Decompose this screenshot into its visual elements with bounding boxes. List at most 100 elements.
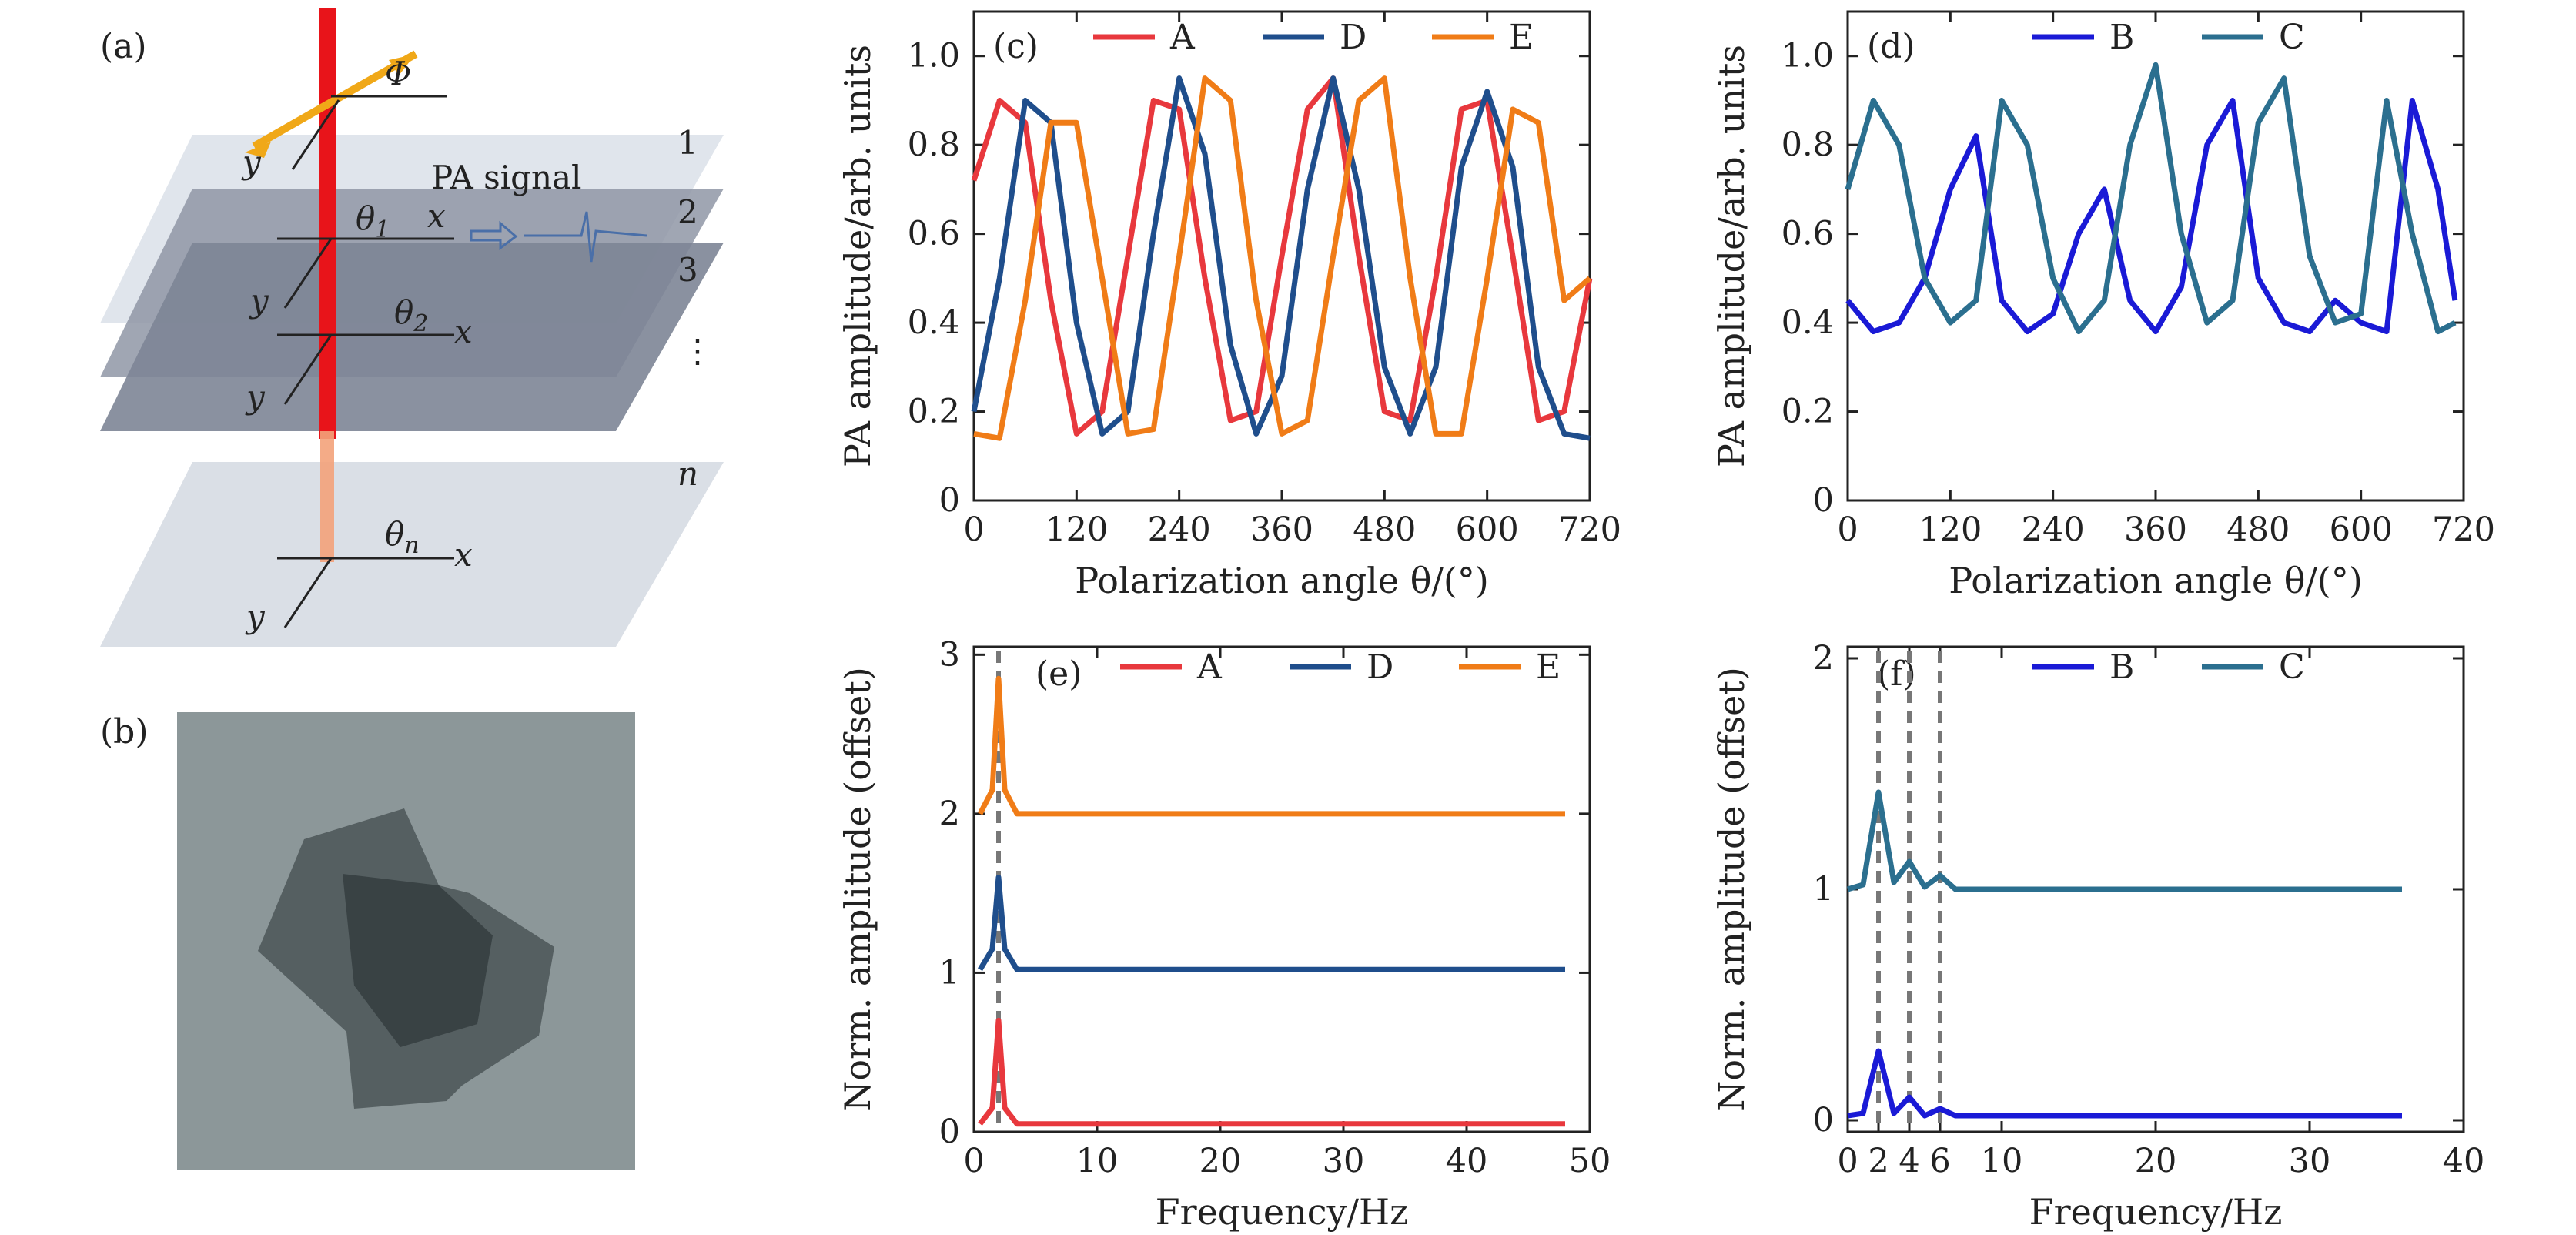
x-tick-label: 2 [1868, 1142, 1889, 1180]
plot-frame [972, 645, 1591, 1133]
panel-b-micrograph: (b) [100, 712, 635, 1170]
series-line-B [1845, 98, 2458, 335]
layer-plane-3 [100, 243, 724, 431]
panel-label-e: (e) [1035, 654, 1082, 694]
x-tick-label: 10 [1981, 1142, 2023, 1180]
theta-2-label: θ2 [394, 293, 428, 337]
x-tick-label: 600 [1456, 510, 1519, 549]
chart-c: 0 120 240 360 480 600 720 0 0.2 0.4 0.6 0.8 1.0 Polar… [837, 10, 1621, 601]
y-tick-label: 0.6 [1781, 215, 1834, 253]
y-tick-label: 1.0 [1781, 37, 1834, 75]
phi-label: Φ [385, 55, 411, 92]
series-line-A [971, 75, 1593, 437]
axis-x-label-2: x [454, 313, 473, 350]
y-tick-label: 0 [1813, 1101, 1834, 1140]
x-tick-label: 40 [1446, 1142, 1488, 1180]
legend-label-E: E [1536, 648, 1561, 687]
x-tick-label: 0 [963, 1142, 984, 1180]
x-tick-label: 0 [1837, 1142, 1858, 1180]
laser-beam [319, 8, 336, 439]
x-axis-label: Polarization angle θ/(°) [1075, 560, 1489, 601]
legend-label-D: D [1340, 18, 1367, 57]
x-tick-label: 30 [2289, 1142, 2331, 1180]
x-tick-label: 20 [1199, 1142, 1242, 1180]
legend-label-A: A [1169, 18, 1196, 57]
axis-y-label-2: y [245, 378, 266, 416]
y-axis-label: PA amplitude/arb. units [1711, 45, 1752, 467]
series-line-C [1845, 62, 2457, 335]
y-tick-label: 0.2 [1781, 393, 1834, 431]
y-tick-label: 0.4 [1781, 303, 1834, 342]
x-axis-label: Frequency/Hz [2029, 1191, 2283, 1233]
y-axis-label: PA amplitude/arb. units [837, 45, 878, 467]
layer-plane-n [100, 462, 724, 647]
series-line-E [973, 75, 1592, 441]
panel-label-a: (a) [100, 27, 147, 66]
micrograph-flake-overlap [343, 874, 493, 1047]
series-line-C [1846, 789, 2402, 892]
panel-label-b: (b) [100, 712, 149, 751]
pa-signal-label: PA signal [431, 159, 581, 196]
theta-n-label: θn [385, 515, 420, 559]
y-tick-label: 0.8 [1781, 126, 1834, 164]
x-tick-label: 50 [1569, 1142, 1611, 1180]
panel-a-diagram: (a) Φ x x x y y y y θ1 [100, 8, 724, 647]
x-tick-label: 10 [1076, 1142, 1119, 1180]
pa-signal-arrow-icon [470, 220, 518, 250]
layer-number-ellipsis: ⋮ [681, 332, 714, 370]
series-line-B [1847, 1048, 2402, 1119]
pa-signal-wave-icon [524, 211, 647, 263]
axis-x-label-1: x [427, 197, 446, 235]
y-tick-label: 0.2 [908, 393, 960, 431]
axis-y-label-n: y [245, 597, 266, 635]
layer-number-2: 2 [677, 193, 698, 231]
laser-beam-tail [320, 431, 334, 562]
y-tick-label: 2 [939, 795, 960, 833]
x-tick-label: 0 [1837, 510, 1858, 549]
panel-label-c: (c) [993, 27, 1039, 66]
y-tick-label: 0.8 [908, 126, 960, 164]
x-tick-label: 30 [1323, 1142, 1365, 1180]
polarization-arrow [252, 50, 418, 150]
y-tick-label: 0 [939, 481, 960, 520]
plot-frame [1846, 10, 2465, 502]
axis-y-label-1: y [249, 282, 269, 320]
y-tick-label: 0.6 [908, 215, 960, 253]
series-line-E [977, 675, 1565, 817]
series-line-D [971, 75, 1591, 441]
x-tick-label: 6 [1929, 1142, 1950, 1180]
y-tick-label: 1.0 [908, 37, 960, 75]
series-line-D [977, 875, 1565, 972]
x-tick-label: 360 [2124, 510, 2187, 549]
layer-number-1: 1 [677, 124, 698, 162]
y-tick-label: 1 [1813, 870, 1834, 909]
legend-label-A: A [1196, 648, 1223, 687]
series-line-A [978, 1017, 1565, 1127]
panel-label-d: (d) [1867, 27, 1915, 66]
axis-x-label-n: x [454, 536, 473, 574]
legend-label-E: E [1509, 18, 1534, 57]
legend-label-C: C [2279, 18, 2305, 57]
x-tick-label: 40 [2443, 1142, 2485, 1180]
theta-1-label: θ1 [356, 199, 390, 243]
y-tick-label: 0.4 [908, 303, 960, 342]
y-tick-label: 1 [939, 953, 960, 992]
x-tick-label: 120 [1919, 510, 1982, 549]
layer-number-n: n [677, 455, 698, 493]
x-tick-label: 600 [2330, 510, 2393, 549]
polarization-arrow-tail [245, 142, 271, 158]
x-tick-label: 480 [1353, 510, 1416, 549]
x-tick-label: 360 [1250, 510, 1313, 549]
y-axis-label: Norm. amplitude (offset) [837, 667, 878, 1112]
legend-label-B: B [2109, 18, 2134, 57]
layer-number-3: 3 [677, 251, 698, 289]
x-tick-label: 4 [1899, 1142, 1919, 1180]
legend-label-B: B [2109, 648, 2134, 687]
axis-y-label-0: y [241, 143, 262, 181]
chart-e: 0 10 20 30 40 50 0 1 2 3 Frequency/Hz Norm. amplitu… [837, 635, 1611, 1233]
y-tick-label: 3 [939, 635, 960, 674]
y-tick-label: 0 [1813, 481, 1834, 520]
x-tick-label: 120 [1045, 510, 1108, 549]
